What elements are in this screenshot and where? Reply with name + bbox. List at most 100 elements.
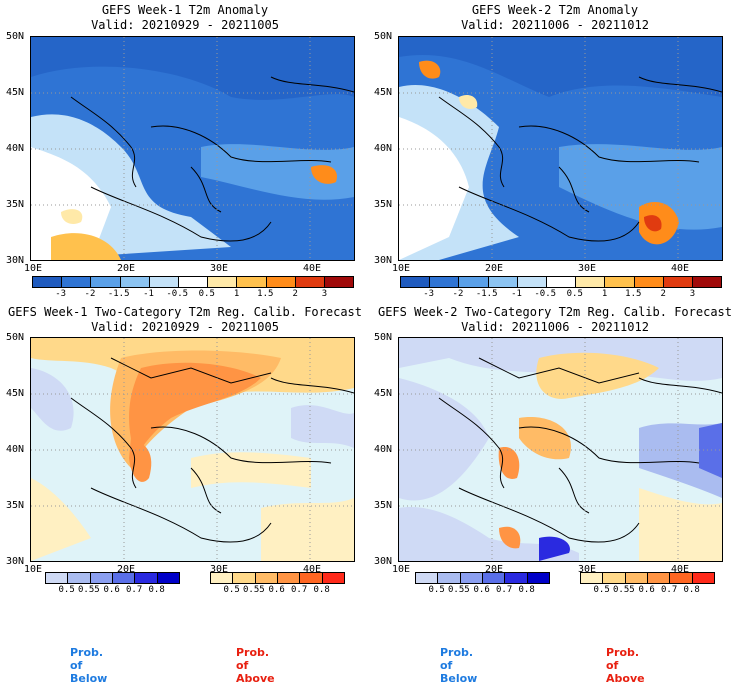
colorbar-swatch: [46, 573, 69, 583]
colorbar-swatch: [149, 277, 179, 287]
colorbar-tick-label: 1: [233, 289, 240, 299]
lat-label: 30N: [6, 255, 25, 266]
colorbar-tick-label: 0.7: [496, 585, 513, 595]
colorbar-swatch: [401, 277, 431, 287]
anomaly-colorbar: [400, 276, 722, 288]
colorbar-tick-label: 0.7: [661, 585, 678, 595]
anomaly-map-week2: [398, 36, 723, 261]
colorbar-tick-label: 1.5: [257, 289, 274, 299]
probability-map-week2: [398, 337, 723, 562]
colorbar-swatch: [211, 573, 234, 583]
colorbar-tick-label: 0.55: [243, 585, 265, 595]
lon-label: 30E: [578, 263, 597, 274]
lat-label: 45N: [374, 388, 393, 399]
colorbar-swatch: [300, 573, 323, 583]
anomaly-colorbar: [32, 276, 354, 288]
prob-above-legend: Prob. of Above: [606, 646, 645, 685]
colorbar-swatch: [33, 277, 63, 287]
colorbar-tick-label: 0.8: [148, 585, 165, 595]
lon-label: 20E: [117, 564, 136, 575]
lat-label: 50N: [6, 31, 25, 42]
colorbar-swatch: [581, 573, 604, 583]
panel-valid-dates: Valid: 20211006 - 20211012: [461, 320, 649, 334]
colorbar-swatch: [120, 277, 150, 287]
lon-label: 20E: [485, 263, 504, 274]
colorbar-tick-label: 0.5: [593, 585, 610, 595]
colorbar-tick-label: 2: [660, 289, 666, 299]
anomaly-map-week1: [30, 36, 355, 261]
colorbar-swatch: [237, 277, 267, 287]
lon-label: 30E: [210, 564, 229, 575]
colorbar-swatch: [692, 277, 722, 287]
prob-below-colorbar: [45, 572, 180, 584]
colorbar-swatch: [324, 277, 354, 287]
panel-valid-dates: Valid: 20211006 - 20211012: [461, 18, 649, 32]
colorbar-tick-label: 3: [321, 289, 328, 299]
colorbar-swatch: [68, 573, 91, 583]
colorbar-swatch: [266, 277, 296, 287]
colorbar-tick-label: -2: [452, 289, 464, 299]
lat-label: 40N: [374, 444, 393, 455]
colorbar-swatch: [517, 277, 547, 287]
lon-label: 30E: [210, 263, 229, 274]
colorbar-swatch: [527, 573, 549, 583]
panel-title: GEFS Week-1 Two-Category T2m Reg. Calib.…: [7, 305, 362, 319]
lat-label: 30N: [374, 255, 393, 266]
prob-above-colorbar: [580, 572, 715, 584]
panel-title: GEFS Week-2 T2m Anomaly: [471, 3, 639, 17]
colorbar-swatch: [295, 277, 325, 287]
colorbar-tick-label: 0.5: [198, 289, 215, 299]
lon-label: 10E: [392, 263, 411, 274]
lon-label: 10E: [24, 564, 43, 575]
colorbar-tick-label: 0.55: [78, 585, 100, 595]
colorbar-tick-label: 0.6: [268, 585, 285, 595]
colorbar-swatch: [603, 573, 626, 583]
lat-label: 35N: [6, 199, 25, 210]
colorbar-tick-label: -1: [511, 289, 522, 299]
colorbar-swatch: [670, 573, 693, 583]
colorbar-tick-label: 0.6: [473, 585, 490, 595]
colorbar-tick-label: 0.5: [58, 585, 75, 595]
lat-label: 50N: [374, 31, 393, 42]
colorbar-swatch: [634, 277, 664, 287]
colorbar-swatch: [430, 277, 460, 287]
colorbar-tick-label: 1.5: [625, 289, 642, 299]
colorbar-swatch: [416, 573, 439, 583]
lat-label: 45N: [6, 87, 25, 98]
colorbar-swatch: [625, 573, 648, 583]
lat-label: 35N: [374, 199, 393, 210]
colorbar-tick-label: 0.8: [313, 585, 330, 595]
colorbar-swatch: [505, 573, 528, 583]
colorbar-swatch: [605, 277, 635, 287]
probability-map-week1: [30, 337, 355, 562]
colorbar-tick-label: 0.6: [638, 585, 655, 595]
colorbar-tick-label: 3: [689, 289, 696, 299]
colorbar-tick-label: -3: [423, 289, 435, 299]
colorbar-swatch: [438, 573, 461, 583]
colorbar-tick-label: 1: [601, 289, 608, 299]
lat-label: 45N: [6, 388, 25, 399]
colorbar-tick-label: 2: [292, 289, 298, 299]
lat-label: 50N: [374, 332, 393, 343]
colorbar-swatch: [460, 573, 483, 583]
colorbar-swatch: [459, 277, 489, 287]
lat-label: 50N: [6, 332, 25, 343]
lon-label: 20E: [117, 263, 136, 274]
lon-label: 40E: [303, 263, 322, 274]
prob-above-legend: Prob. of Above: [236, 646, 275, 685]
lat-label: 35N: [374, 500, 393, 511]
colorbar-tick-label: 0.8: [518, 585, 535, 595]
colorbar-tick-label: 0.55: [613, 585, 635, 595]
colorbar-swatch: [91, 277, 121, 287]
lat-label: 40N: [374, 143, 393, 154]
colorbar-swatch: [233, 573, 256, 583]
colorbar-swatch: [62, 277, 92, 287]
colorbar-tick-label: 0.7: [291, 585, 308, 595]
colorbar-swatch: [647, 573, 671, 583]
colorbar-swatch: [112, 573, 136, 583]
colorbar-tick-label: 0.55: [448, 585, 470, 595]
panel-title: GEFS Week-1 T2m Anomaly: [101, 3, 269, 17]
colorbar-swatch: [255, 573, 278, 583]
colorbar-tick-label: 0.7: [126, 585, 143, 595]
colorbar-tick-label: -1.5: [475, 289, 498, 299]
